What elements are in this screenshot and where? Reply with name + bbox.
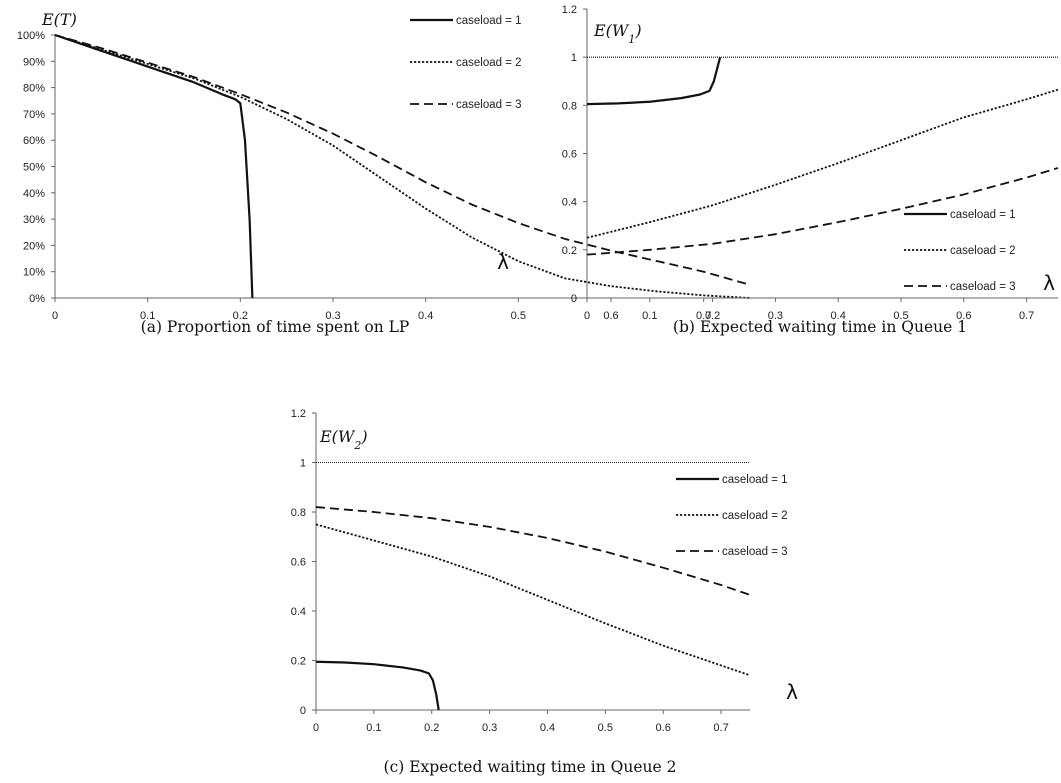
chart-c-y-tick-label: 0.2 [291,656,306,668]
chart-c-legend-label-2: caseload = 2 [722,510,788,522]
chart-a-y-tick-label: 20% [23,240,45,252]
chart-c-series-line-caseload-3 [315,506,751,596]
chart-b-caption: (b) Expected waiting time in Queue 1 [673,318,967,336]
chart-b-y-axis-label-subscript: 1 [628,33,635,46]
chart-a-x-tick-label: 0.5 [511,310,526,322]
chart-a-y-tick-label: 10% [23,267,45,279]
chart-c-x-tick-label: 0.6 [656,722,671,734]
chart-c-x-tick-label: 0.5 [598,722,613,734]
chart-b-legend-label-2: caseload = 2 [950,245,1016,257]
chart-a-y-tick-label: 0% [29,293,45,305]
chart-b-legend-label-3: caseload = 3 [950,281,1016,293]
chart-c-x-tick-label: 0.4 [540,722,555,734]
chart-a-x-tick-label: 0.6 [603,310,618,322]
chart-b-x-tick-label: 0.6 [956,310,971,322]
chart-b-series-line-caseload-1 [586,56,722,106]
chart-c-x-tick-label: 0.2 [424,722,439,734]
chart-b-x-tick-label: 0.4 [831,310,846,322]
chart-a-caption: (a) Proportion of time spent on LP [141,318,410,336]
chart-b-x-tick-label: 0.7 [1019,310,1034,322]
chart-b-x-tick-label: 0.2 [705,310,720,322]
chart-a-y-tick-label: 100% [17,30,45,42]
chart-b-x-tick-label: 0.1 [642,310,657,322]
chart-a-x-axis-label: λ [497,250,509,274]
chart-c-series-line-caseload-2 [315,523,751,677]
chart-c-legend-label-3: caseload = 3 [722,546,788,558]
chart-b-y-axis-label: E(W1) [593,21,642,46]
chart-a-x-tick-label: 0.1 [140,310,155,322]
chart-a-x-tick-label: 0.3 [325,310,340,322]
chart-b-x-axis-label: λ [1043,271,1055,295]
chart-b-y-tick-label: 0.8 [562,100,577,112]
chart-b-y-tick-label: 0 [571,293,577,305]
chart-b-x-tick-label: 0.5 [893,310,908,322]
chart-c-y-tick-label: 1 [300,458,306,470]
chart-c-x-axis-label: λ [786,680,798,704]
chart-c-x-tick-label: 0.1 [366,722,381,734]
chart-a-y-axis-label: E(T) [41,10,77,29]
chart-b-y-tick-label: 0.2 [562,245,577,257]
chart-c-y-tick-label: 1.2 [291,408,306,420]
chart-c-legend-label-1: caseload = 1 [722,474,788,486]
chart-a-legend-label-1: caseload = 1 [456,15,522,27]
chart-c-x-tick-label: 0.3 [482,722,497,734]
chart-a-legend-label-3: caseload = 3 [456,99,522,111]
chart-b-y-tick-label: 1 [571,52,577,64]
chart-a-y-tick-label: 80% [23,83,45,95]
chart-c-y-tick-label: 0.6 [291,557,306,569]
chart-c-series-line-caseload-1 [315,660,440,711]
chart-a-legend-label-2: caseload = 2 [456,57,522,69]
chart-a-x-tick-label: 0.4 [418,310,433,322]
chart-b-series-line-caseload-3 [586,167,1059,256]
chart-c-caption: (c) Expected waiting time in Queue 2 [384,758,677,776]
chart-a-x-tick-label: 0 [52,310,58,322]
chart-c-y-tick-label: 0.4 [291,606,306,618]
chart-a-series-line-caseload-2 [54,34,751,299]
chart-a-series-line-caseload-1 [54,33,254,299]
chart-a-y-tick-label: 70% [23,109,45,121]
chart-b-x-tick-label: 0 [584,310,590,322]
chart-c-x-tick-label: 0 [313,722,319,734]
chart-a-series-line-caseload-3 [54,34,751,286]
chart-b-y-tick-label: 0.4 [562,197,577,209]
chart-a-y-tick-label: 30% [23,214,45,226]
chart-a-y-tick-label: 50% [23,162,45,174]
chart-c-x-tick-label: 0.7 [713,722,728,734]
chart-b-legend-label-1: caseload = 1 [950,209,1016,221]
chart-c-y-axis-label-subscript: 2 [353,439,361,452]
chart-a-y-tick-label: 90% [23,56,45,68]
chart-c-y-tick-label: 0 [300,705,306,717]
chart-b-y-tick-label: 1.2 [562,4,577,16]
chart-a-x-tick-label: 0.2 [233,310,248,322]
chart-a-x-tick-label: 0.7 [696,310,711,322]
chart-b-y-tick-label: 0.6 [562,149,577,161]
chart-c-y-tick-label: 0.8 [291,507,306,519]
chart-a-y-tick-label: 60% [23,135,45,147]
chart-b-x-tick-label: 0.3 [768,310,783,322]
chart-c-y-axis-label: E(W2) [319,427,368,452]
chart-a-y-tick-label: 40% [23,188,45,200]
